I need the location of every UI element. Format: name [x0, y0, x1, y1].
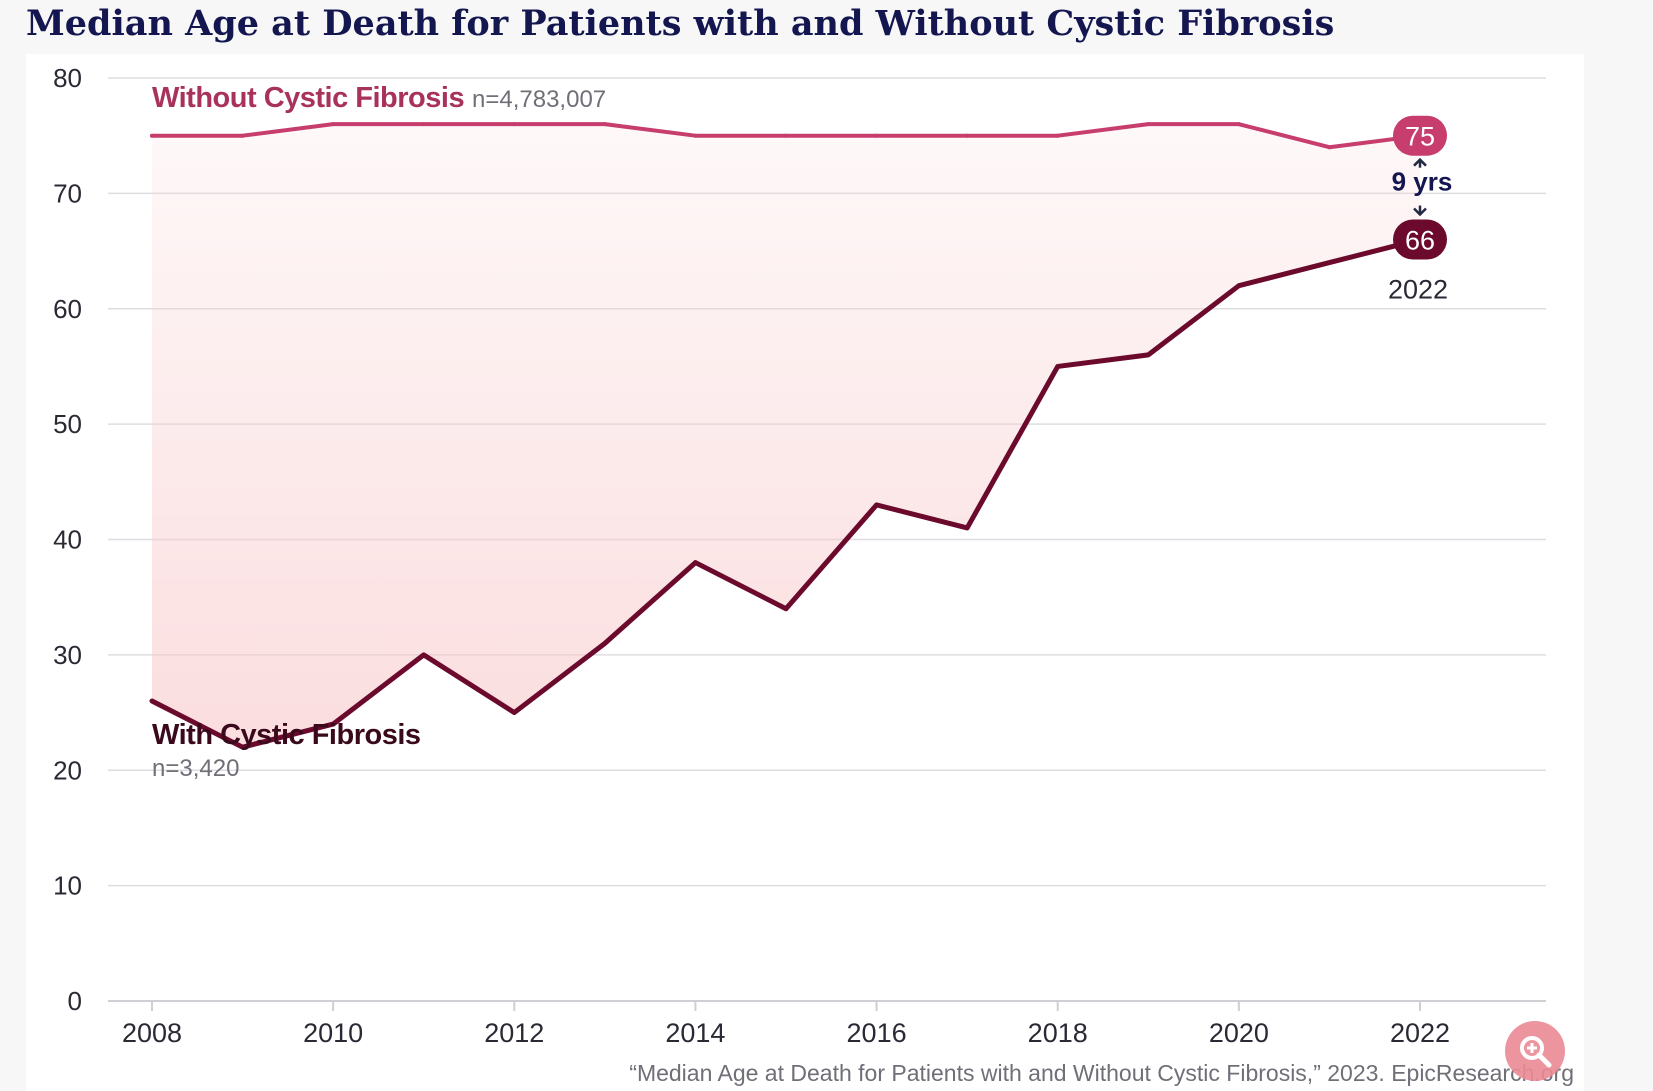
- page-title: Median Age at Death for Patients with an…: [26, 3, 1335, 44]
- without-cf-point: [512, 122, 517, 127]
- x-tick-label: 2012: [484, 1018, 544, 1048]
- with-cf-point: [1055, 364, 1060, 369]
- without-cf-point: [240, 133, 245, 138]
- with-cf-point: [874, 502, 879, 507]
- without-cf-point: [331, 122, 336, 127]
- without-cf-point: [421, 122, 426, 127]
- x-tick-label: 2016: [847, 1018, 907, 1048]
- with-cf-point: [693, 560, 698, 565]
- with-cf-point: [1236, 283, 1241, 288]
- line-chart: 0 10 20 30 40 50 60 70 80 2008 2010 2012 2014 2016 201…: [53, 63, 1546, 1048]
- without-cf-point: [1055, 133, 1060, 138]
- x-tick-label: 2014: [665, 1018, 725, 1048]
- without-cf-point: [150, 133, 154, 138]
- end-value-without-cf: 75: [1405, 122, 1435, 152]
- zoom-button[interactable]: [1505, 1021, 1565, 1081]
- without-cf-point: [1236, 122, 1241, 127]
- with-cf-point: [1146, 352, 1151, 357]
- series-n-without-cf: n=4,783,007: [472, 86, 606, 113]
- y-tick-label: 0: [68, 986, 82, 1016]
- x-tick-label: 2008: [122, 1018, 182, 1048]
- series-label-with-cf: With Cystic Fibrosis: [152, 719, 421, 751]
- gap-label: 9 yrs: [1392, 167, 1453, 197]
- y-tick-label: 40: [53, 525, 82, 555]
- y-tick-label: 50: [53, 409, 82, 439]
- with-cf-point: [1327, 260, 1332, 265]
- with-cf-point: [602, 641, 607, 646]
- with-cf-point: [421, 652, 426, 657]
- gap-area: [152, 124, 1420, 748]
- series-n-with-cf: n=3,420: [152, 755, 239, 782]
- x-tick-label: 2020: [1209, 1018, 1269, 1048]
- series-label-without-cf: Without Cystic Fibrosis: [152, 82, 464, 114]
- y-tick-label: 30: [53, 640, 82, 670]
- without-cf-point: [1327, 145, 1332, 150]
- without-cf-point: [874, 133, 879, 138]
- source-caption: “Median Age at Death for Patients with a…: [629, 1060, 1574, 1086]
- x-tick-label: 2018: [1028, 1018, 1088, 1048]
- y-tick-label: 80: [53, 63, 82, 93]
- gap-arrow-down: [1413, 207, 1427, 217]
- end-year-bg: [1382, 267, 1462, 308]
- without-cf-point: [965, 133, 970, 138]
- zoom-in-icon: [1520, 1036, 1552, 1068]
- with-cf-point: [150, 699, 154, 704]
- without-cf-point: [784, 133, 788, 138]
- end-badge-with-cf: [1393, 219, 1447, 260]
- without-cf-point: [1146, 122, 1151, 127]
- y-tick-label: 10: [53, 871, 82, 901]
- chart-card: 0 10 20 30 40 50 60 70 80 2008 2010 2012 2014 2016 201…: [26, 54, 1584, 1091]
- with-cf-point: [240, 745, 245, 750]
- with-cf-point: [965, 525, 970, 530]
- x-tick-label: 2022: [1390, 1018, 1450, 1048]
- end-value-with-cf: 66: [1405, 226, 1435, 256]
- x-tick-label: 2010: [303, 1018, 363, 1048]
- y-tick-label: 60: [53, 294, 82, 324]
- y-tick-label: 20: [53, 755, 82, 785]
- end-year-label: 2022: [1388, 275, 1448, 305]
- with-cf-point: [512, 710, 517, 715]
- end-badge-without-cf: [1393, 115, 1447, 156]
- without-cf-point: [602, 122, 607, 127]
- without-cf-point: [693, 133, 698, 138]
- with-cf-point: [784, 606, 788, 611]
- y-tick-label: 70: [53, 178, 82, 208]
- with-cf-point: [331, 722, 336, 727]
